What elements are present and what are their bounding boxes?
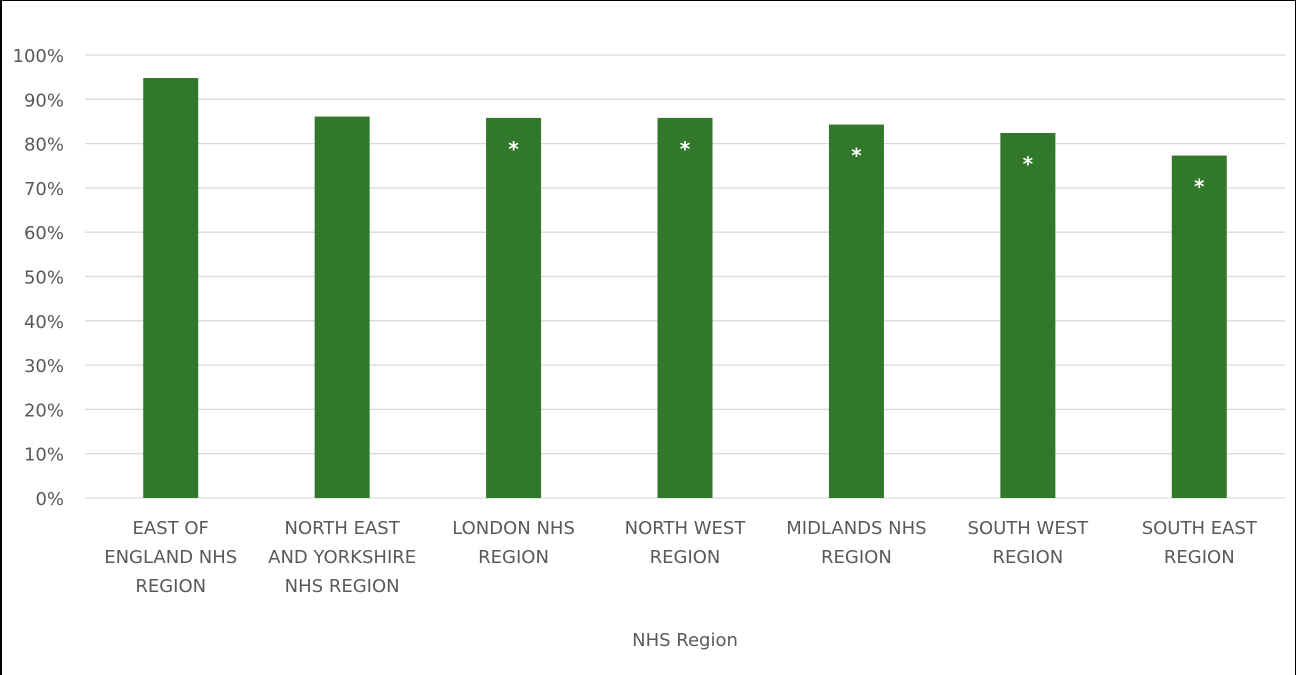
x-category-label: LONDON NHS REGION xyxy=(452,518,575,568)
x-category-label: MIDLANDS NHS REGION xyxy=(786,518,926,568)
y-tick-label: 40% xyxy=(24,312,64,333)
x-category-label: EAST OF ENGLAND NHS REGION xyxy=(104,518,237,597)
y-tick-label: 70% xyxy=(24,179,64,200)
x-category-label: SOUTH WEST REGION xyxy=(968,518,1090,568)
bar xyxy=(657,117,713,498)
y-tick-label: 10% xyxy=(24,445,64,466)
y-tick-label: 50% xyxy=(24,268,64,289)
bar-annotation: * xyxy=(851,144,862,168)
bar xyxy=(1171,155,1227,498)
y-tick-label: 20% xyxy=(24,400,64,421)
bar-annotation: * xyxy=(1194,175,1205,199)
x-category-label: NORTH WEST REGION xyxy=(625,518,747,568)
bar xyxy=(486,117,542,498)
x-axis-labels: EAST OF ENGLAND NHS REGION NORTH EAST AND YO… xyxy=(104,518,1258,597)
x-axis-title: NHS Region xyxy=(632,630,738,651)
bar xyxy=(828,124,884,499)
y-tick-label: 100% xyxy=(13,46,64,67)
bar-annotation: * xyxy=(508,137,519,161)
bar xyxy=(143,78,199,498)
y-tick-label: 90% xyxy=(24,90,64,111)
bar-annotation: * xyxy=(1023,152,1034,176)
bar-annotations: * * * * * xyxy=(508,137,1205,199)
y-tick-label: 80% xyxy=(24,135,64,156)
bar xyxy=(314,116,370,499)
bar-annotation: * xyxy=(680,137,691,161)
y-tick-label: 30% xyxy=(24,356,64,377)
y-tick-label: 60% xyxy=(24,223,64,244)
x-category-label: NORTH EAST AND YORKSHIRE NHS REGION xyxy=(268,518,416,597)
y-tick-label: 0% xyxy=(35,489,64,510)
x-category-label: SOUTH EAST REGION xyxy=(1142,518,1258,568)
bar xyxy=(1000,132,1056,498)
y-axis-ticks: 0% 10% 20% 30% 40% 50% 60% 70% 80% 90% 100% xyxy=(13,46,64,510)
bars xyxy=(143,78,1227,499)
